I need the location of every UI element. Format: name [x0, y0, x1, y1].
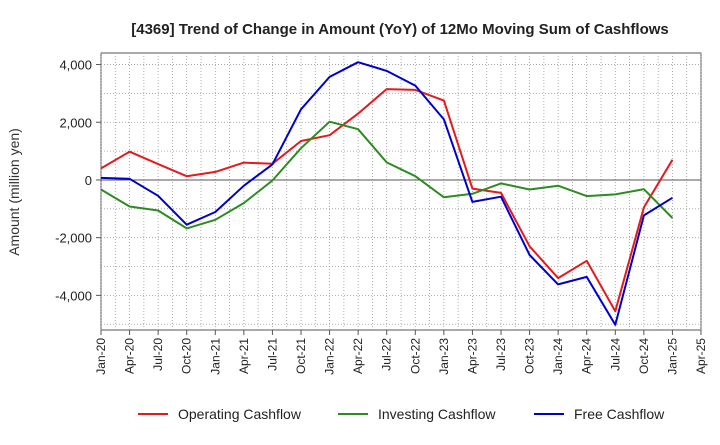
y-tick-label: 0 [85, 173, 92, 188]
x-tick-label: Oct-22 [408, 338, 422, 374]
x-tick-label: Apr-23 [465, 338, 479, 374]
x-tick-label: Oct-20 [180, 338, 194, 374]
x-tick-label: Jul-21 [265, 338, 279, 371]
x-tick-label: Jan-20 [94, 338, 108, 375]
x-tick-label: Jan-25 [665, 338, 679, 375]
x-axis-ticks: Jan-20 Apr-20 Jul-20 Oct-20 Jan-21 Apr-21 Jul-… [94, 330, 708, 375]
y-tick-label: -2,000 [55, 231, 92, 246]
x-tick-label: Jan-24 [551, 338, 565, 375]
legend-label-free-cashflow: Free Cashflow [574, 406, 665, 422]
y-tick-label: -4,000 [55, 288, 92, 303]
x-tick-label: Oct-23 [523, 338, 537, 374]
x-tick-label: Jul-20 [151, 338, 165, 371]
x-tick-label: Apr-25 [694, 338, 708, 374]
x-tick-label: Apr-24 [580, 338, 594, 374]
investing-cashflow-line [100, 120, 674, 230]
series-lines [100, 61, 674, 326]
y-axis-label: Amount (million yen) [6, 128, 22, 256]
y-axis-ticks: 4,000 2,000 0 -2,000 -4,000 [55, 58, 101, 303]
x-tick-label: Apr-20 [123, 338, 137, 374]
free-cashflow-line [100, 61, 673, 326]
y-tick-label: 4,000 [59, 58, 92, 73]
x-tick-label: Jul-23 [494, 338, 508, 371]
legend-label-operating-cashflow: Operating Cashflow [178, 406, 302, 422]
x-tick-label: Oct-21 [294, 338, 308, 374]
chart-title: [4369] Trend of Change in Amount (YoY) o… [131, 21, 669, 38]
x-tick-label: Jan-21 [208, 338, 222, 375]
legend-label-investing-cashflow: Investing Cashflow [378, 406, 496, 422]
x-tick-label: Jul-24 [608, 338, 622, 371]
operating-cashflow-line [100, 88, 674, 313]
x-tick-label: Jul-22 [380, 338, 394, 371]
x-tick-label: Jan-22 [323, 338, 337, 375]
x-tick-label: Jan-23 [437, 338, 451, 375]
y-tick-label: 2,000 [59, 115, 92, 130]
x-tick-label: Apr-21 [237, 338, 251, 374]
legend: Operating Cashflow Investing Cashflow Free… [138, 406, 665, 422]
x-tick-label: Apr-22 [351, 338, 365, 374]
x-tick-label: Oct-24 [637, 338, 651, 374]
